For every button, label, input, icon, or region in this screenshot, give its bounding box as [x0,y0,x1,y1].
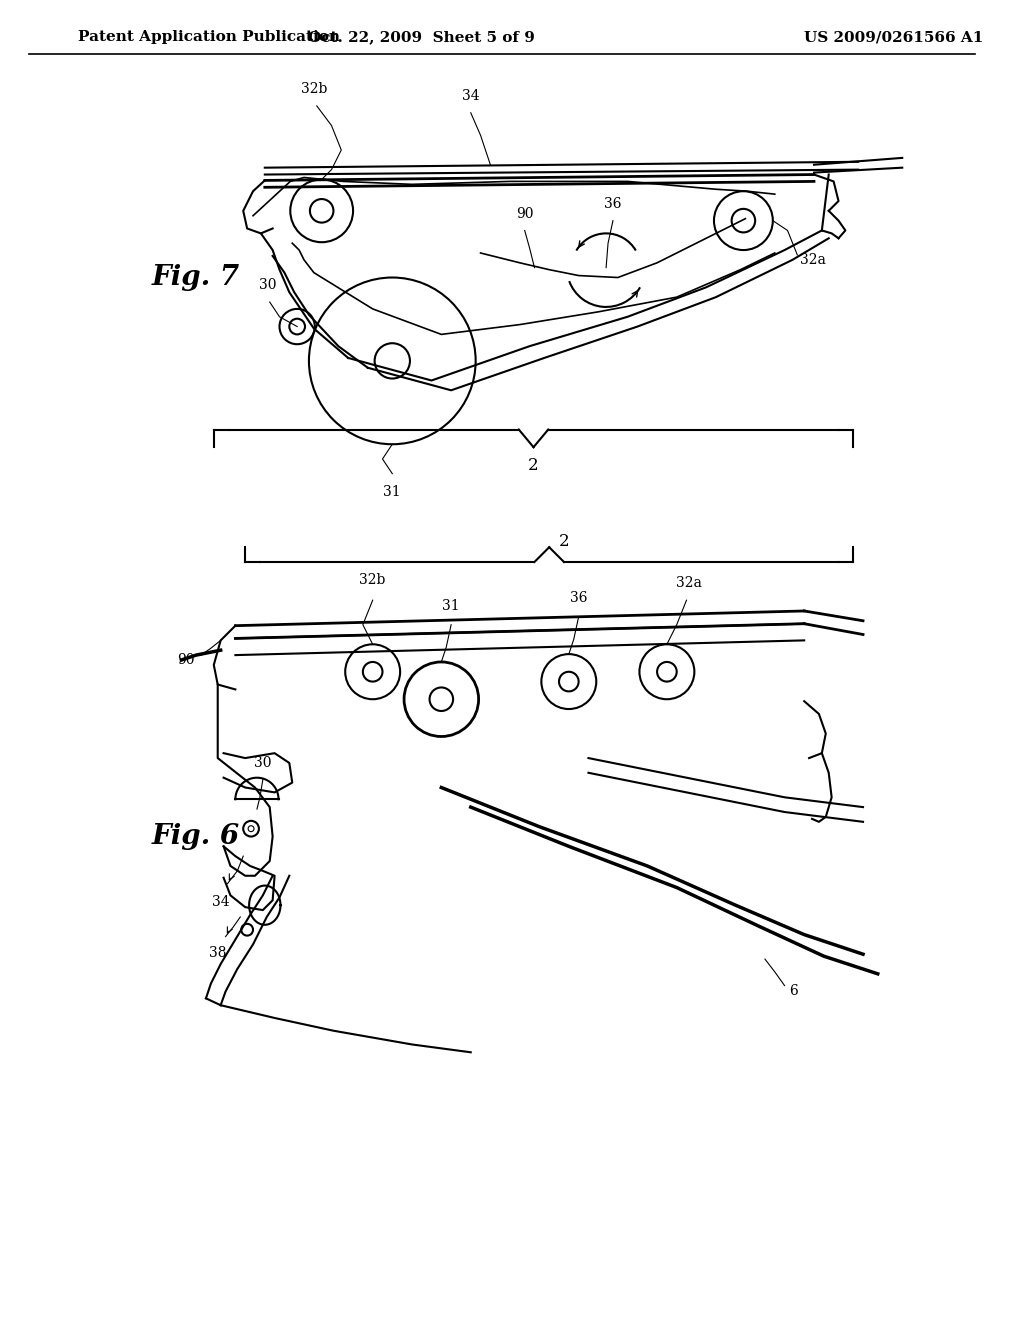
Text: 32b: 32b [359,573,386,587]
Text: Fig. 6: Fig. 6 [152,824,241,850]
Text: US 2009/0261566 A1: US 2009/0261566 A1 [804,30,984,45]
Text: 32a: 32a [676,577,701,590]
Text: 36: 36 [570,591,588,605]
Text: 90: 90 [516,207,534,220]
Text: 31: 31 [442,599,460,612]
Text: 2: 2 [528,457,539,474]
Text: 32a: 32a [801,253,826,267]
Text: 34: 34 [462,88,479,103]
Text: 34: 34 [212,895,229,909]
Text: 36: 36 [604,197,622,211]
Text: 6: 6 [790,985,799,998]
Text: Oct. 22, 2009  Sheet 5 of 9: Oct. 22, 2009 Sheet 5 of 9 [308,30,536,45]
Text: 2: 2 [559,533,569,550]
Text: 30: 30 [254,756,271,770]
Text: Patent Application Publication: Patent Application Publication [79,30,340,45]
Text: 38: 38 [209,946,226,961]
Text: 90: 90 [177,653,195,667]
Text: Fig. 7: Fig. 7 [152,264,241,290]
Text: 31: 31 [383,486,401,499]
Text: 32b: 32b [301,82,327,96]
Text: 30: 30 [259,279,276,292]
